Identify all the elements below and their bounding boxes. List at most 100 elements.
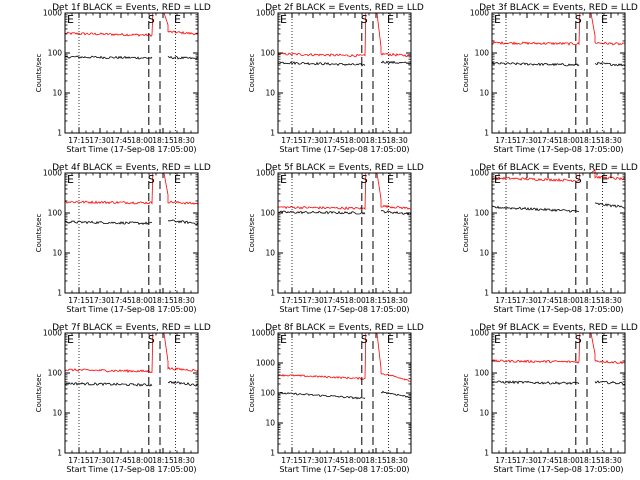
y-axis-label: Counts/sec <box>248 374 256 413</box>
y-tick-label: 1 <box>484 129 489 138</box>
y-tick-label: 1000 <box>256 359 275 368</box>
marker-label: E <box>387 13 394 26</box>
marker-label: S <box>361 173 368 186</box>
lld-series-post <box>163 172 199 205</box>
y-tick-label: 1000 <box>470 169 489 178</box>
lld-series-post <box>590 12 626 46</box>
plot-frame <box>491 332 626 454</box>
x-tick-label: 18:15 <box>152 136 174 145</box>
x-tick-label: 17:15 <box>495 136 517 145</box>
y-tick-label: 10 <box>52 409 62 418</box>
y-axis-label: Counts/sec <box>462 54 470 93</box>
y-tick-label: 1000 <box>256 9 275 18</box>
y-tick-label: 100 <box>48 369 63 378</box>
y-tick-label: 1 <box>57 449 62 458</box>
lld-series-pre <box>491 12 581 46</box>
x-tick-label: 18:00 <box>131 456 153 465</box>
marker-label: E <box>174 13 181 26</box>
x-tick-label: 18:15 <box>579 136 601 145</box>
y-tick-label: 10 <box>479 89 489 98</box>
y-tick-label: 1000 <box>256 169 275 178</box>
marker-label: E <box>280 333 287 346</box>
events-series-post <box>167 55 199 61</box>
detector-panel-1: E S E 1 10 100 1000 17:15 17:30 17:45 18:00 18:15 18… <box>35 3 211 154</box>
y-tick-label: 100 <box>261 49 276 58</box>
x-tick-label: 18:15 <box>365 136 387 145</box>
x-tick-label: 17:45 <box>537 456 559 465</box>
events-series-post <box>167 219 199 225</box>
detector-panel-3: E S E 1 10 100 1000 17:15 17:30 17:45 18:00 18:15 18… <box>462 3 638 154</box>
events-series-pre <box>277 210 366 215</box>
x-tick-label: 18:15 <box>152 296 174 305</box>
y-tick-label: 100 <box>48 49 63 58</box>
panel-title: Det 6f BLACK = Events, RED = LLD <box>479 163 638 173</box>
marker-label: S <box>575 333 582 346</box>
marker-label: E <box>601 333 608 346</box>
marker-label: S <box>148 173 155 186</box>
marker-label: E <box>67 173 74 186</box>
y-tick-label: 1 <box>270 449 275 458</box>
panel-title: Det 5f BLACK = Events, RED = LLD <box>265 163 424 173</box>
x-tick-label: 18:00 <box>344 296 366 305</box>
x-axis-label: Start Time (17-Sep-08 17:05:00) <box>493 305 623 314</box>
x-tick-label: 18:00 <box>131 136 153 145</box>
x-tick-label: 17:15 <box>281 136 303 145</box>
marker-label: E <box>280 173 287 186</box>
y-tick-label: 10 <box>265 419 275 428</box>
y-tick-label: 10 <box>52 89 62 98</box>
events-series-pre <box>278 392 366 400</box>
x-axis-label: Start Time (17-Sep-08 17:05:00) <box>279 305 409 314</box>
x-tick-label: 17:15 <box>68 296 90 305</box>
x-tick-label: 17:30 <box>302 136 324 145</box>
x-tick-label: 18:30 <box>173 136 195 145</box>
x-tick-label: 17:45 <box>110 136 132 145</box>
marker-label: E <box>280 13 287 26</box>
lld-series-pre <box>491 332 581 364</box>
lld-series-post <box>376 332 411 382</box>
x-axis-label: Start Time (17-Sep-08 17:05:00) <box>66 465 196 474</box>
panel-title: Det 1f BLACK = Events, RED = LLD <box>52 3 211 13</box>
x-tick-label: 17:15 <box>68 136 90 145</box>
lld-series-post <box>590 168 626 181</box>
events-series-post <box>380 60 412 65</box>
y-tick-label: 10 <box>52 249 62 258</box>
lld-series-pre <box>277 12 367 58</box>
lld-series-pre <box>491 172 581 182</box>
plot-frame <box>491 12 626 134</box>
y-tick-label: 100 <box>475 49 490 58</box>
x-tick-label: 18:30 <box>386 136 408 145</box>
x-tick-label: 17:15 <box>495 296 517 305</box>
x-tick-label: 18:30 <box>386 296 408 305</box>
x-tick-label: 18:15 <box>152 456 174 465</box>
detector-panel-7: E S E 1 10 100 1000 17:15 17:30 17:45 18:00 18:15 18… <box>35 323 211 474</box>
y-axis-label: Counts/sec <box>462 214 470 253</box>
marker-label: E <box>601 13 608 26</box>
x-tick-label: 17:30 <box>516 296 538 305</box>
lld-series-pre <box>64 332 154 374</box>
marker-label: E <box>67 333 74 346</box>
x-tick-label: 18:30 <box>173 296 195 305</box>
x-tick-label: 18:30 <box>386 456 408 465</box>
y-tick-label: 100 <box>475 209 490 218</box>
panel-title: Det 7f BLACK = Events, RED = LLD <box>52 323 211 333</box>
y-tick-label: 1 <box>57 289 62 298</box>
y-axis-label: Counts/sec <box>248 54 256 93</box>
marker-label: S <box>361 333 368 346</box>
x-tick-label: 18:30 <box>600 456 622 465</box>
detector-panel-2: E S E 1 10 100 1000 17:15 17:30 17:45 18:00 18:15 18… <box>248 3 424 154</box>
y-tick-label: 1000 <box>43 329 62 338</box>
events-series-post <box>167 380 199 387</box>
events-series-pre <box>491 61 580 67</box>
detector-panel-4: E S E 1 10 100 1000 17:15 17:30 17:45 18:00 18:15 18… <box>35 163 211 314</box>
y-tick-label: 10 <box>479 249 489 258</box>
y-tick-label: 10 <box>265 89 275 98</box>
lld-series-pre <box>277 172 367 211</box>
x-tick-label: 18:00 <box>558 136 580 145</box>
x-axis-label: Start Time (17-Sep-08 17:05:00) <box>66 145 196 154</box>
x-tick-label: 17:45 <box>110 456 132 465</box>
y-axis-label: Counts/sec <box>462 374 470 413</box>
x-tick-label: 17:45 <box>323 456 345 465</box>
events-series-pre <box>64 381 153 387</box>
marker-label: S <box>575 13 582 26</box>
